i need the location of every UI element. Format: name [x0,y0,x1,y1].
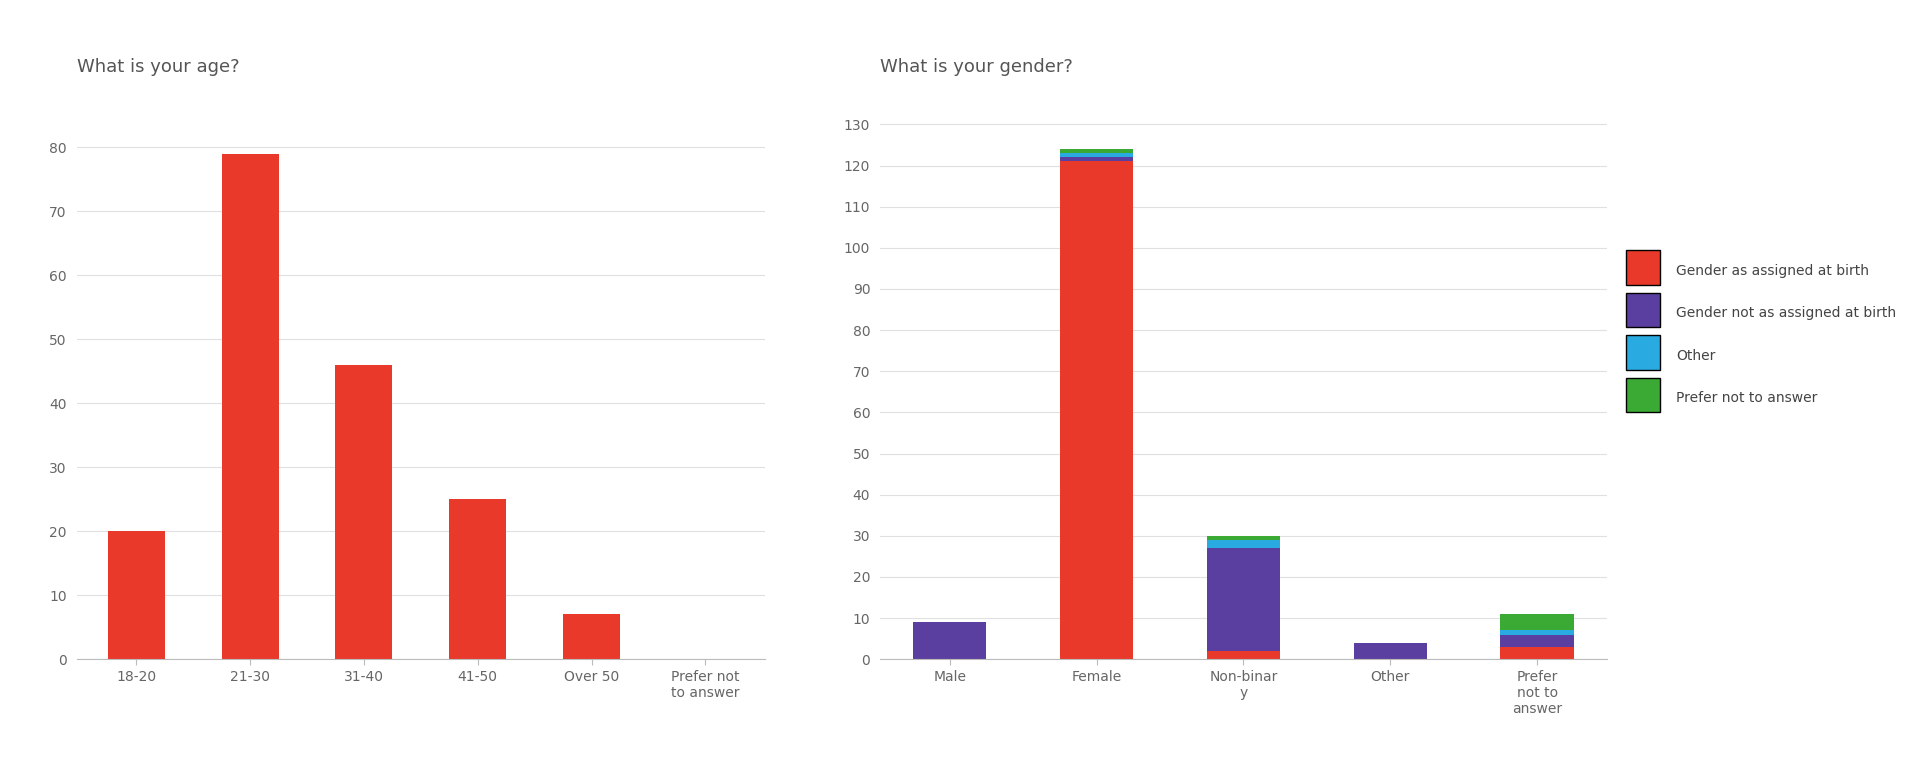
Text: Gender not as assigned at birth: Gender not as assigned at birth [1676,307,1896,321]
Text: Other: Other [1676,349,1716,363]
Bar [1500,614,1574,631]
Bar [1060,161,1132,659]
Bar [1500,635,1574,647]
Bar [1500,631,1574,635]
Text: What is your age?: What is your age? [77,58,239,76]
Text: Prefer not to answer: Prefer not to answer [1676,392,1817,406]
Text: Gender as assigned at birth: Gender as assigned at birth [1676,264,1869,278]
Bar [1060,157,1132,161]
Bar [450,500,507,659]
Bar [107,531,165,659]
Bar [1207,651,1280,659]
Bar [1207,536,1280,540]
Text: What is your gender?: What is your gender? [880,58,1073,76]
Bar [335,365,392,659]
Bar [1500,647,1574,659]
Bar [1207,540,1280,548]
Bar [1060,149,1132,153]
Bar [562,614,620,659]
Bar [222,153,279,659]
Bar [913,622,987,659]
Bar [1207,548,1280,651]
Bar [1060,153,1132,157]
Bar [1354,643,1427,659]
